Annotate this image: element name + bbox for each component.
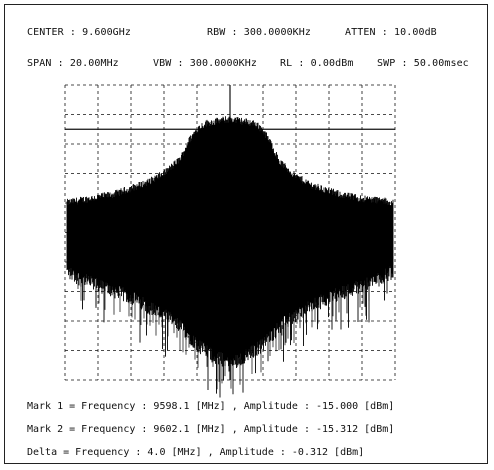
marker-delta-readout: Delta = Frequency : 4.0 [MHz] , Amplitud… [27, 447, 365, 458]
spectrum-analyzer-display: CENTER : 9.600GHz RBW : 300.0000KHz ATTE… [4, 4, 488, 464]
attenuation-label: ATTEN : 10.00dB [345, 27, 437, 38]
noise-spikes [77, 277, 370, 389]
spectrum-plot [64, 84, 396, 398]
spectrum-trace [66, 115, 394, 398]
span-label: SPAN : 20.00MHz [27, 58, 119, 69]
center-frequency-label: CENTER : 9.600GHz [27, 27, 132, 38]
reference-level-label: RL : 0.00dBm [280, 58, 354, 69]
rbw-label: RBW : 300.0000KHz [207, 27, 312, 38]
marker-1-readout: Mark 1 = Frequency : 9598.1 [MHz] , Ampl… [27, 401, 395, 412]
vbw-label: VBW : 300.0000KHz [153, 58, 258, 69]
sweep-time-label: SWP : 50.00msec [377, 58, 469, 69]
marker-2-readout: Mark 2 = Frequency : 9602.1 [MHz] , Ampl… [27, 424, 395, 435]
